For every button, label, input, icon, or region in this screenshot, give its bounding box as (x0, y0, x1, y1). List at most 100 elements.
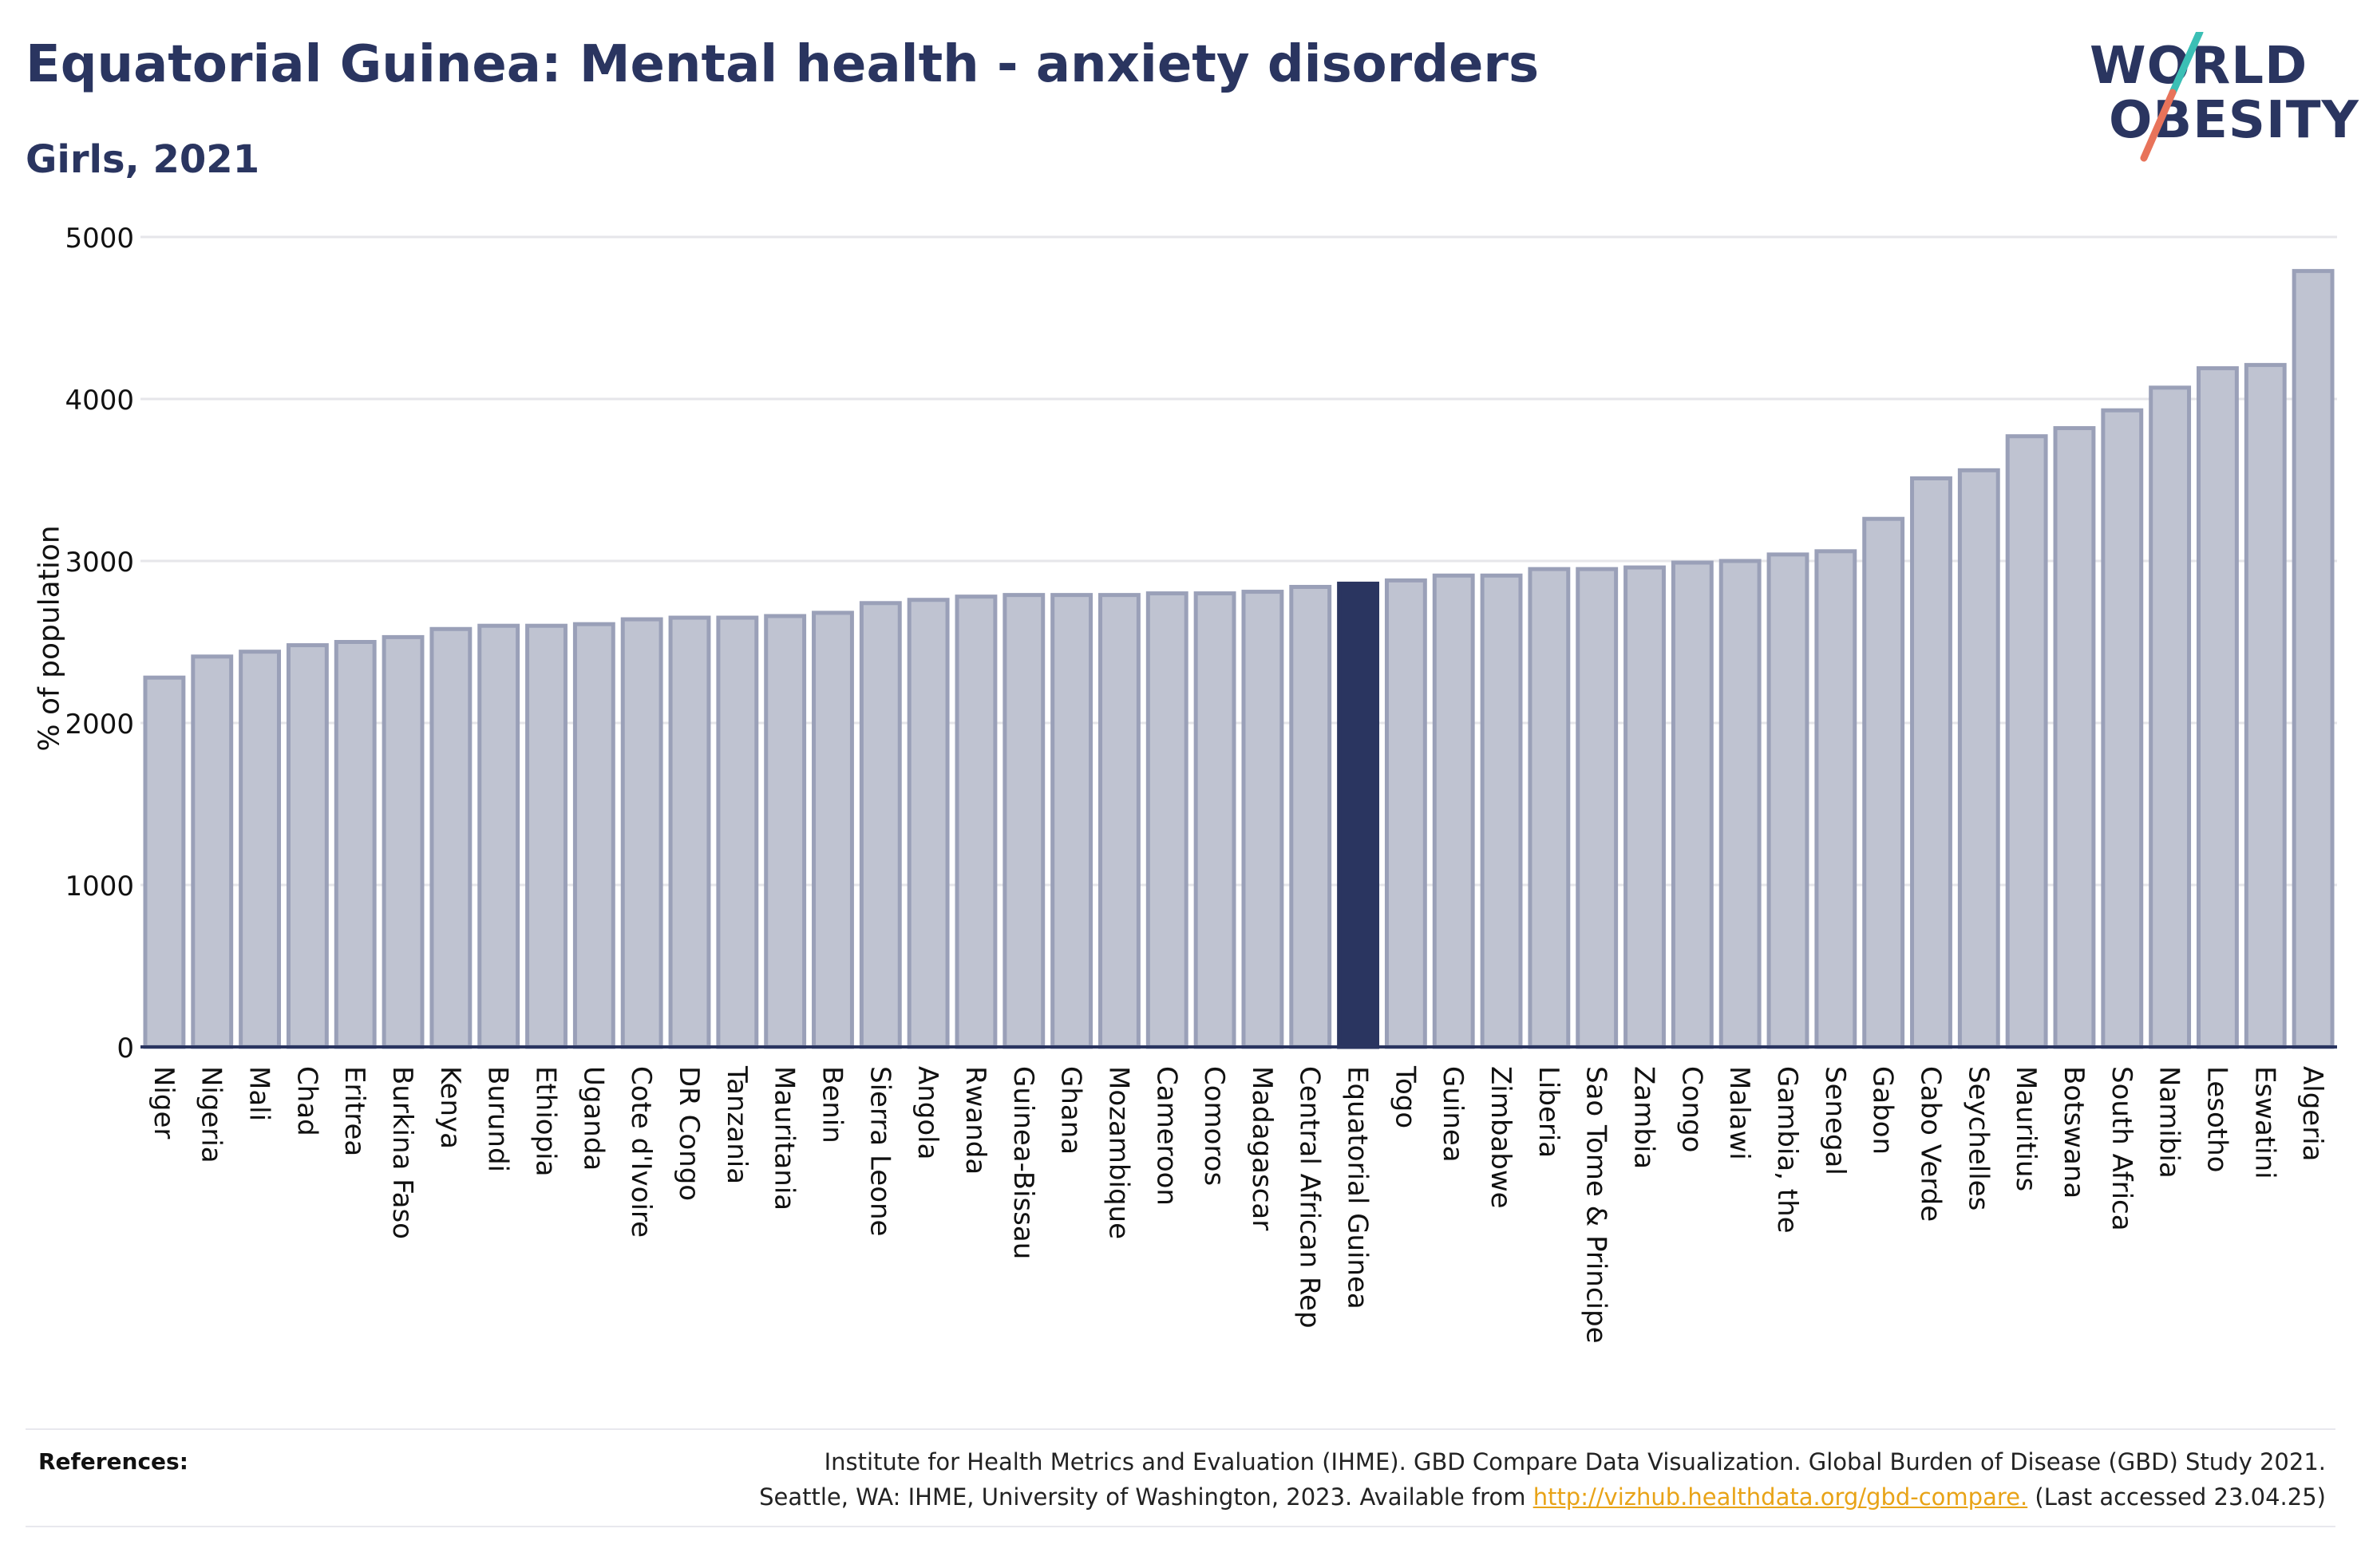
x-tick-label: Nigeria (196, 1066, 227, 1163)
x-tick-label: Angola (912, 1066, 943, 1159)
x-tick-label: Benin (816, 1066, 848, 1143)
bar (2244, 362, 2287, 1049)
x-tick-label: Seychelles (1962, 1066, 1994, 1211)
x-tick-label: Guinea (1437, 1066, 1469, 1163)
references-line-2-prefix: Seattle, WA: IHME, University of Washing… (759, 1483, 1533, 1511)
bar (1862, 516, 1905, 1049)
bar (2053, 426, 2096, 1049)
x-tick-label: Togo (1389, 1065, 1421, 1128)
x-tick-label: Zimbabwe (1485, 1066, 1517, 1209)
bar (2197, 365, 2239, 1049)
x-tick-label: Namibia (2153, 1066, 2185, 1179)
logo-slash-icon (2140, 32, 2204, 162)
logo-word-world: WORLD (2090, 37, 2308, 96)
x-tick-label: Senegal (1819, 1066, 1851, 1175)
bar (859, 601, 902, 1049)
x-tick-label: Malawi (1723, 1066, 1755, 1160)
references-line-1: Institute for Health Metrics and Evaluat… (824, 1448, 2326, 1475)
y-tick-label: 0 (117, 1033, 134, 1064)
bar (764, 614, 807, 1049)
references-label: References: (38, 1448, 188, 1475)
bar (429, 626, 473, 1049)
bar (955, 594, 998, 1049)
x-tick-label: Congo (1675, 1066, 1707, 1152)
bar (1193, 591, 1236, 1049)
bar (1957, 468, 2000, 1049)
x-tick-label: DR Congo (673, 1066, 705, 1201)
x-tick-label: Mauritania (769, 1066, 801, 1211)
bar (716, 615, 759, 1049)
bar (477, 623, 520, 1049)
x-tick-label: Lesotho (2201, 1066, 2232, 1172)
x-tick-label: Mozambique (1102, 1066, 1134, 1239)
x-tick-label: Burkina Faso (386, 1066, 418, 1239)
bar (1814, 549, 1857, 1049)
x-tick-label: Gabon (1867, 1066, 1899, 1155)
bar (239, 650, 281, 1049)
bar (1241, 590, 1284, 1049)
x-tick-label: Sao Tome & Principe (1580, 1066, 1612, 1344)
bar (1576, 567, 1619, 1049)
world-obesity-logo: WORLD OBESITY (2083, 32, 2359, 168)
bar (1432, 573, 1475, 1049)
bar (1623, 565, 1666, 1049)
bar (1289, 584, 1332, 1049)
bar (2005, 434, 2048, 1049)
x-tick-label: Guinea-Bissau (1007, 1066, 1039, 1259)
bar (1480, 573, 1523, 1049)
x-tick-label: Burundi (482, 1066, 514, 1172)
x-tick-label: South Africa (2106, 1066, 2138, 1231)
references-link[interactable]: http://vizhub.healthdata.org/gbd-compare… (1532, 1483, 2028, 1511)
chart-subtitle: Girls, 2021 (26, 137, 260, 182)
y-tick-label: 1000 (65, 871, 134, 902)
bar (191, 654, 234, 1049)
bar (1910, 476, 1952, 1049)
bar (668, 615, 711, 1049)
bar (1528, 567, 1571, 1049)
x-tick-label: Ghana (1055, 1066, 1087, 1155)
x-tick-label: Kenya (434, 1066, 466, 1149)
x-tick-label: Ethiopia (530, 1066, 562, 1176)
references-line-2-suffix: (Last accessed 23.04.25) (2027, 1483, 2326, 1511)
y-tick-label: 3000 (65, 547, 134, 579)
x-tick-label: Chad (291, 1066, 322, 1136)
bar (2292, 269, 2335, 1049)
x-tick-label: Sierra Leone (864, 1066, 896, 1236)
x-tick-label: Zambia (1628, 1066, 1660, 1169)
bar (334, 640, 377, 1049)
x-tick-label: Madagascar (1246, 1066, 1278, 1230)
x-tick-label: Uganda (577, 1066, 609, 1171)
bar (286, 643, 329, 1049)
bar (143, 675, 186, 1049)
y-tick-label: 4000 (65, 385, 134, 417)
x-tick-label: Eritrea (338, 1066, 370, 1156)
x-tick-label: Central African Rep (1294, 1066, 1326, 1329)
bar (1671, 560, 1714, 1049)
x-tick-label: Cabo Verde (1914, 1066, 1946, 1222)
references-divider-top (26, 1428, 2335, 1430)
bar (1718, 559, 1762, 1049)
bar (2149, 385, 2192, 1049)
references-line-2: Seattle, WA: IHME, University of Washing… (570, 1479, 2326, 1515)
bar (2101, 408, 2144, 1049)
bar (812, 610, 854, 1049)
bar (1098, 593, 1141, 1049)
chart-title: Equatorial Guinea: Mental health - anxie… (26, 35, 1540, 94)
references-text: Institute for Health Metrics and Evaluat… (570, 1444, 2326, 1515)
x-tick-label: Eswatini (2248, 1066, 2280, 1179)
x-tick-label: Botswana (2058, 1066, 2090, 1199)
bar (907, 598, 950, 1049)
bar (525, 623, 568, 1049)
bar-chart: 0 1000 2000 3000 4000 5000 Niger Nigeria Mali Cha… (65, 223, 2337, 1344)
bar (1145, 591, 1188, 1049)
bar (1050, 593, 1093, 1049)
bar (382, 634, 425, 1049)
x-tick-label: Comoros (1198, 1066, 1230, 1186)
y-tick-label: 2000 (65, 709, 134, 741)
y-tick-label: 5000 (65, 223, 134, 255)
x-tick-label: Mauritius (2010, 1066, 2042, 1191)
bar (1766, 552, 1809, 1049)
bar (1337, 581, 1379, 1049)
bar (572, 622, 615, 1049)
x-tick-label: Mali (243, 1066, 275, 1121)
